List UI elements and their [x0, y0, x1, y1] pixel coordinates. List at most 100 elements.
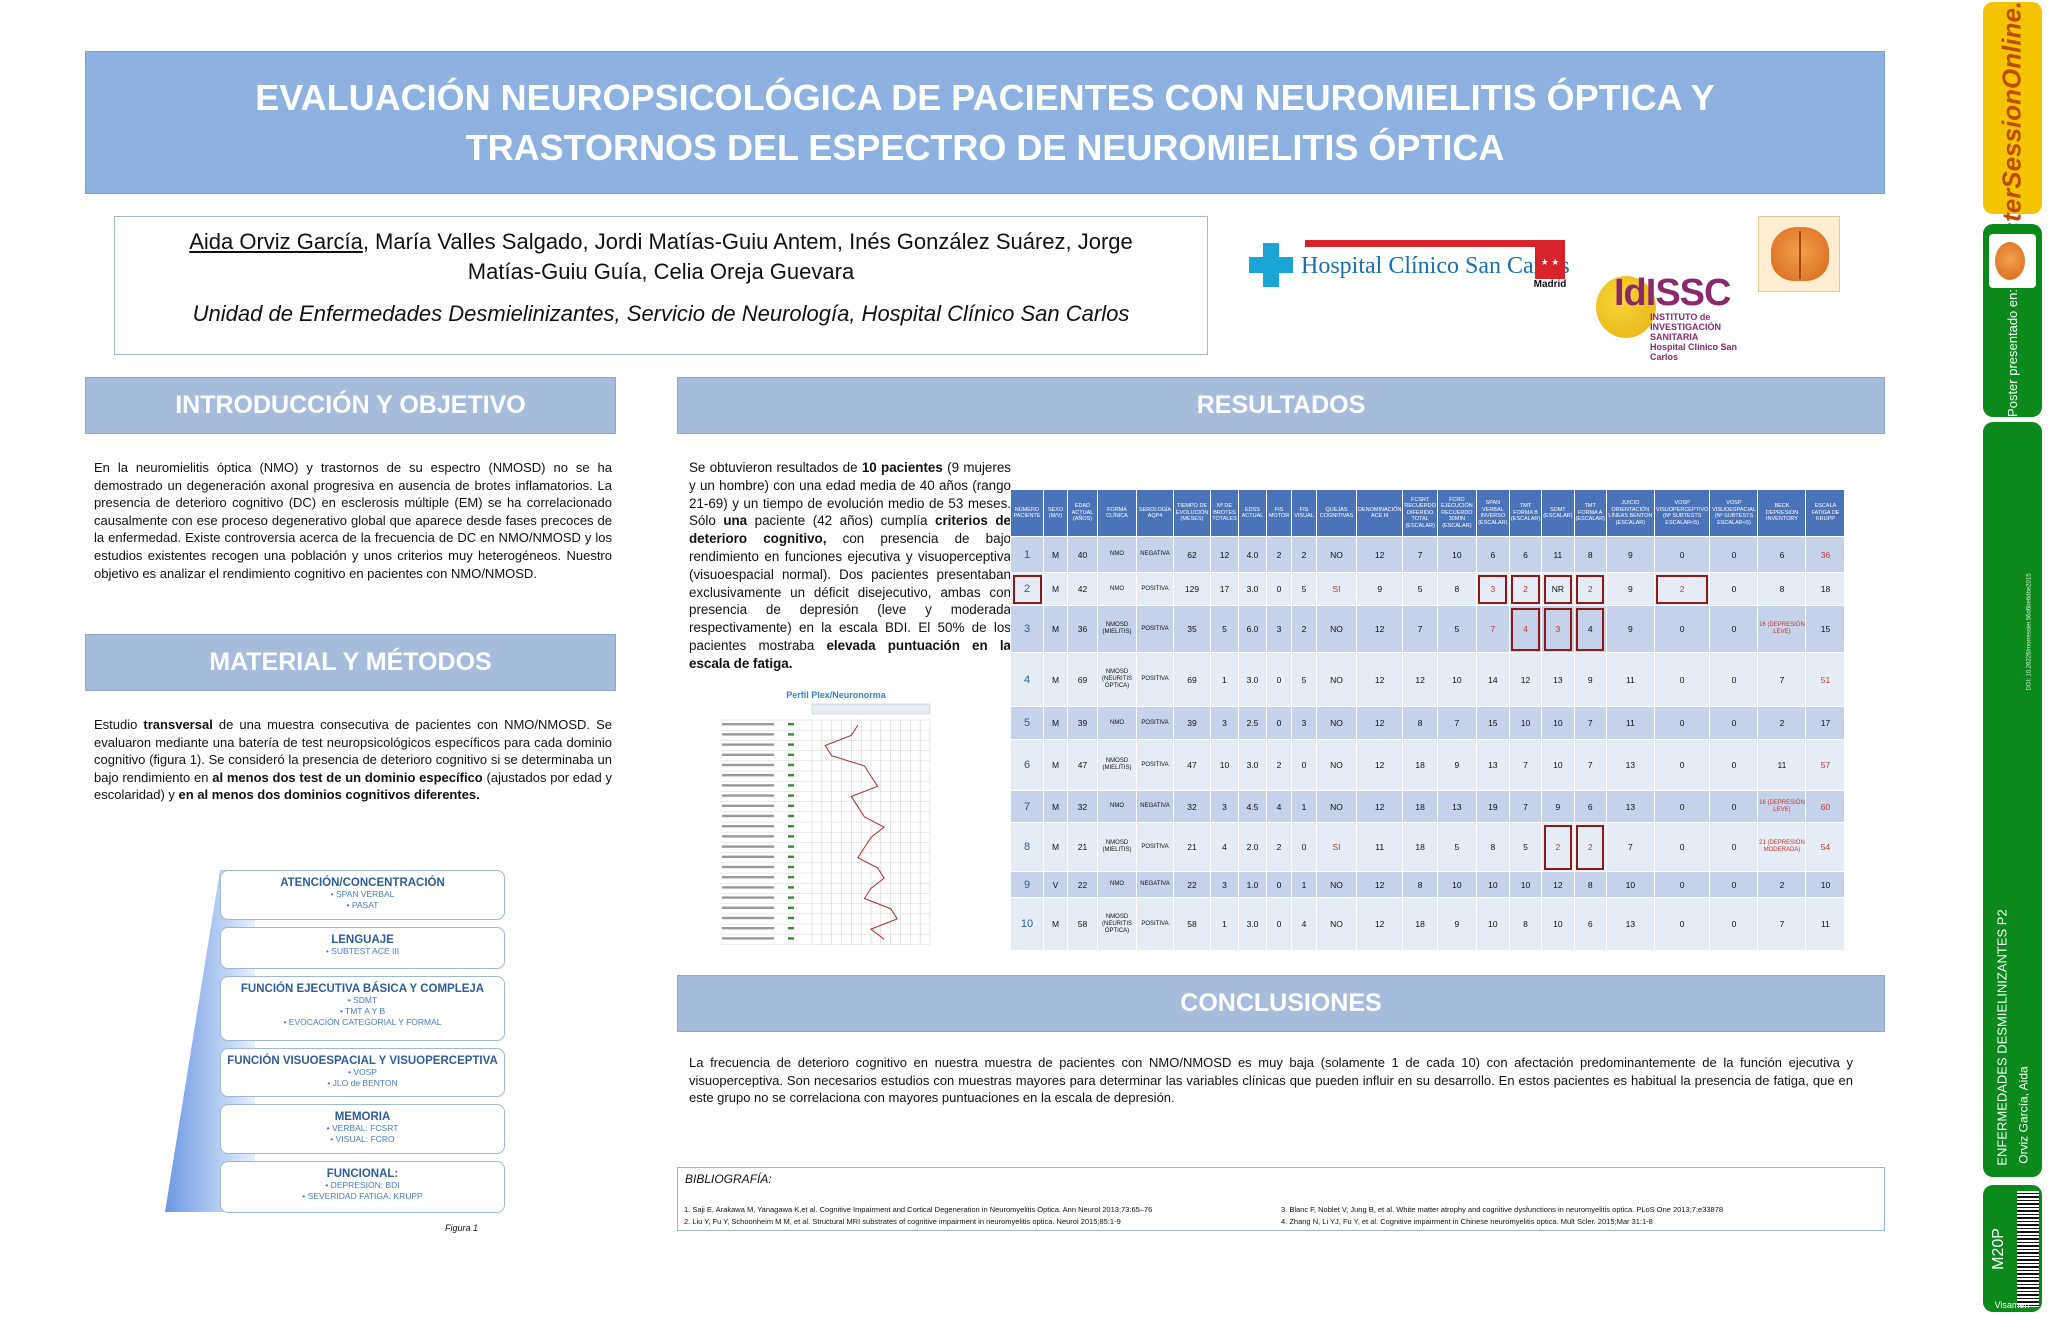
- table-cell: NMOSD (NEURITIS ÓPTICA): [1097, 897, 1137, 951]
- figure-caption: Figura 1: [445, 1223, 479, 1233]
- table-cell: 36: [1805, 536, 1846, 573]
- profile-row-score: [788, 845, 794, 848]
- table-cell: 0: [1653, 790, 1711, 823]
- results-bold-part: elevada puntuación en la escala de fatig…: [689, 637, 1011, 671]
- table-cell: 13: [1541, 652, 1575, 707]
- profile-row-label: [722, 916, 774, 920]
- profile-row-label: [722, 937, 774, 940]
- profile-row-score: [788, 937, 794, 940]
- table-cell: 2.5: [1238, 706, 1267, 740]
- table-cell: 5: [1210, 605, 1239, 653]
- table-cell: 12: [1355, 536, 1404, 573]
- co-authors: , María Valles Salgado, Jordi Matías-Gui…: [362, 229, 1133, 284]
- table-cell: 10: [1436, 871, 1477, 898]
- patient-number-cell: 4: [1010, 652, 1044, 707]
- title-banner: EVALUACIÓN NEUROPSICOLÓGICA DE PACIENTES…: [85, 51, 1885, 194]
- bottom-brand: Visamen: [1994, 1300, 2030, 1310]
- table-cell: 51: [1805, 652, 1846, 707]
- results-paragraph: Se obtuvieron resultados de 10 pacientes…: [689, 459, 1011, 673]
- sidebar-author-label: Orviz García, Aida: [2015, 1060, 2033, 1170]
- table-cell: 0: [1709, 871, 1759, 898]
- table-cell: 32: [1173, 790, 1211, 823]
- profile-row-score: [788, 886, 794, 889]
- madrid-label: Madrid: [1533, 279, 1567, 290]
- table-cell: 54: [1805, 822, 1846, 872]
- profile-row-label: [722, 763, 774, 767]
- table-cell: 7: [1573, 739, 1607, 791]
- table-cell: 12: [1541, 871, 1575, 898]
- table-cell: 9: [1355, 572, 1404, 606]
- table-cell: 7: [1475, 605, 1510, 653]
- table-cell: 18: [1402, 790, 1438, 823]
- table-header-row: NÚMERO PACIENTE SEXO (M/V) EDAD ACTUAL (AÑ…: [1010, 489, 1846, 537]
- table-row: 5 M 39 NMO POSITIVA 39 3 2.5 0 3 NO 12 8 7 15 10 10 7 11 0 0…: [1010, 706, 1846, 740]
- table-cell: 0: [1709, 897, 1759, 951]
- table-cell: 0: [1653, 871, 1711, 898]
- methods-text-part: de una muestra consecutiva de pacientes …: [94, 717, 612, 785]
- table-cell: NO: [1316, 871, 1357, 898]
- profile-row-score: [788, 753, 794, 756]
- table-row: 8 M 21 NMOSD (MIELITIS) POSITIVA 21 4 2.0 2 0 SI 11…: [1010, 822, 1846, 872]
- table-cell: NMOSD (MIELITIS): [1097, 822, 1137, 872]
- author-list: Aida Orviz García, María Valles Salgado,…: [181, 227, 1141, 287]
- table-header-cell: TMT FORMA A (ESCALAR): [1573, 489, 1607, 537]
- table-cell: 2: [1291, 605, 1317, 653]
- table-cell: 22: [1173, 871, 1211, 898]
- sidebar-author-text: Orviz García, Aida: [2017, 1066, 2031, 1164]
- table-cell: 6: [1573, 897, 1607, 951]
- table-cell: POSITIVA: [1136, 897, 1174, 951]
- table-cell: 0: [1709, 790, 1759, 823]
- profile-row-score: [788, 743, 794, 746]
- profile-row-score: [788, 794, 794, 797]
- table-header-cell: FCRO EJECUCIÓN RECUERDO 30MIN (ESCALAR): [1436, 489, 1477, 537]
- table-cell: 0: [1653, 822, 1711, 872]
- table-cell: 4: [1508, 605, 1543, 653]
- table-cell: 7: [1508, 739, 1543, 791]
- methods-heading: MATERIAL Y MÉTODOS: [85, 634, 616, 691]
- table-cell: 57: [1805, 739, 1846, 791]
- table-cell: 8: [1402, 706, 1438, 740]
- patient-number-cell: 5: [1010, 706, 1044, 740]
- reference-item: 3. Blanc F, Noblet V, Jung B, et al. Whi…: [1281, 1205, 1724, 1214]
- table-header-cell: FCSRT RECUERDO DIFERIDO TOTAL (ESCALAR): [1402, 489, 1438, 537]
- conclusions-paragraph: La frecuencia de deterioro cognitivo en …: [689, 1055, 1853, 1106]
- profile-row-label: [722, 906, 774, 909]
- poster-code-text: M20P: [1990, 1227, 2008, 1270]
- table-cell: 58: [1173, 897, 1211, 951]
- table-cell: 2: [1266, 739, 1292, 791]
- table-cell: NO: [1316, 706, 1357, 740]
- table-row: 7 M 32 NMO NEGATIVA 32 3 4.5 4 1 NO 12 18 13 19 7 9 6 13 0 0…: [1010, 790, 1846, 823]
- table-cell: 8: [1757, 572, 1807, 606]
- table-cell: M: [1043, 897, 1068, 951]
- table-cell: 3: [1210, 790, 1239, 823]
- table-cell: 62: [1173, 536, 1211, 573]
- table-cell: 12: [1355, 739, 1404, 791]
- patient-number-cell: 3: [1010, 605, 1044, 653]
- table-cell: 3.0: [1238, 739, 1267, 791]
- table-cell: SI: [1316, 822, 1357, 872]
- table-cell: 12: [1355, 652, 1404, 707]
- table-cell: 13: [1436, 790, 1477, 823]
- table-cell: NMO: [1097, 790, 1137, 823]
- table-cell: 2: [1757, 706, 1807, 740]
- table-cell: 4: [1573, 605, 1607, 653]
- table-cell: 2: [1508, 572, 1543, 606]
- table-cell: SI: [1316, 572, 1357, 606]
- table-cell: 10: [1541, 739, 1575, 791]
- reference-item: 4. Zhang N, Li YJ, Fu Y, et al. Cognitiv…: [1281, 1217, 1653, 1226]
- table-cell: 10: [1605, 871, 1655, 898]
- bibliography-box: BIBLIOGRAFÍA: 1. Saji E, Arakawa M, Yana…: [677, 1167, 1885, 1231]
- poster-session-badge[interactable]: PosterSessionOnline.com: [1983, 0, 2042, 269]
- table-row: 3 M 36 NMOSD (MIELITIS) POSITIVA 35 5 6.0 3 2 NO 12…: [1010, 605, 1846, 653]
- table-cell: 0: [1709, 822, 1759, 872]
- table-cell: 7: [1402, 536, 1438, 573]
- table-cell: 11: [1605, 652, 1655, 707]
- domain-box: FUNCIÓN EJECUTIVA BÁSICA Y COMPLEJA • SDM…: [220, 976, 505, 1041]
- table-cell: 3: [1266, 605, 1292, 653]
- table-cell: 17: [1210, 572, 1239, 606]
- table-cell: 4: [1266, 790, 1292, 823]
- methods-bold-part: en al menos dos dominios cognitivos dife…: [178, 787, 480, 803]
- table-cell: 3.0: [1238, 652, 1267, 707]
- table-cell: NMO: [1097, 706, 1137, 740]
- table-cell: M: [1043, 739, 1068, 791]
